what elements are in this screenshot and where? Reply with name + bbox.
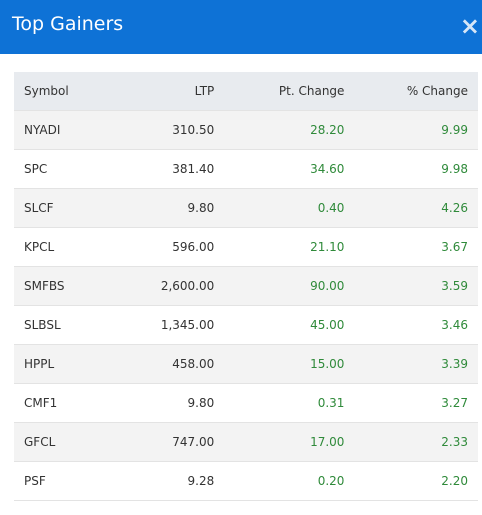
table-cell: GFCL xyxy=(14,422,113,462)
table-cell: 3.27 xyxy=(354,383,478,423)
table-cell: 1,345.00 xyxy=(112,305,225,345)
table-row: KPCL 596.00 21.10 3.67 xyxy=(14,227,478,267)
table-cell: SLCF xyxy=(14,188,113,228)
table-cell: 4.26 xyxy=(354,188,478,228)
column-header: Pt. Change xyxy=(224,72,355,111)
table-cell: SPC xyxy=(14,149,113,189)
table-cell: 2,600.00 xyxy=(112,266,225,306)
table-cell: 9.98 xyxy=(354,149,478,189)
table-row: NYADI 310.50 28.20 9.99 xyxy=(14,110,478,150)
table-row: HPPL 458.00 15.00 3.39 xyxy=(14,344,478,384)
table-row: SLBSL 1,345.00 45.00 3.46 xyxy=(14,305,478,345)
table-cell: 747.00 xyxy=(112,422,225,462)
table-cell: 2.33 xyxy=(354,422,478,462)
table-cell: 381.40 xyxy=(112,149,225,189)
table-cell: 9.80 xyxy=(112,188,225,228)
header-row: Symbol LTP Pt. Change% Change xyxy=(14,72,478,111)
table-cell: 596.00 xyxy=(112,227,225,267)
table-cell: CMF1 xyxy=(14,383,113,423)
table-cell: 34.60 xyxy=(224,149,355,189)
table-cell: 0.20 xyxy=(224,461,355,501)
table-cell: 3.59 xyxy=(354,266,478,306)
close-button[interactable]: × xyxy=(459,12,480,40)
table-cell: 28.20 xyxy=(224,110,355,150)
table-cell: 3.39 xyxy=(354,344,478,384)
table-cell: KPCL xyxy=(14,227,113,267)
table-cell: HPPL xyxy=(14,344,113,384)
gainers-table: Symbol LTP Pt. Change% Change NYADI 310.50 2… xyxy=(14,72,478,501)
table-cell: 45.00 xyxy=(224,305,355,345)
table-row: SLCF 9.80 0.40 4.26 xyxy=(14,188,478,228)
modal-header: Top Gainers × xyxy=(0,0,482,54)
table-cell: 2.20 xyxy=(354,461,478,501)
table-cell: 9.80 xyxy=(112,383,225,423)
table-cell: 17.00 xyxy=(224,422,355,462)
table-row: SPC 381.40 34.60 9.98 xyxy=(14,149,478,189)
table-cell: 21.10 xyxy=(224,227,355,267)
table-cell: 15.00 xyxy=(224,344,355,384)
table-cell: 90.00 xyxy=(224,266,355,306)
table-cell: NYADI xyxy=(14,110,113,150)
table-cell: PSF xyxy=(14,461,113,501)
table-cell: 0.31 xyxy=(224,383,355,423)
table-row: CMF1 9.80 0.31 3.27 xyxy=(14,383,478,423)
table-cell: 3.46 xyxy=(354,305,478,345)
modal-title: Top Gainers xyxy=(12,13,124,35)
column-header: % Change xyxy=(354,72,478,111)
table-row: PSF 9.28 0.20 2.20 xyxy=(14,461,478,501)
table-row: SMFBS 2,600.00 90.00 3.59 xyxy=(14,266,478,306)
table-cell: 9.99 xyxy=(354,110,478,150)
table-cell: SLBSL xyxy=(14,305,113,345)
table-cell: SMFBS xyxy=(14,266,113,306)
table-cell: 0.40 xyxy=(224,188,355,228)
table-row: GFCL 747.00 17.00 2.33 xyxy=(14,422,478,462)
table-cell: 458.00 xyxy=(112,344,225,384)
table-cell: 9.28 xyxy=(112,461,225,501)
table-cell: 3.67 xyxy=(354,227,478,267)
column-header: LTP xyxy=(112,72,225,111)
table-cell: 310.50 xyxy=(112,110,225,150)
column-header: Symbol xyxy=(14,72,113,111)
